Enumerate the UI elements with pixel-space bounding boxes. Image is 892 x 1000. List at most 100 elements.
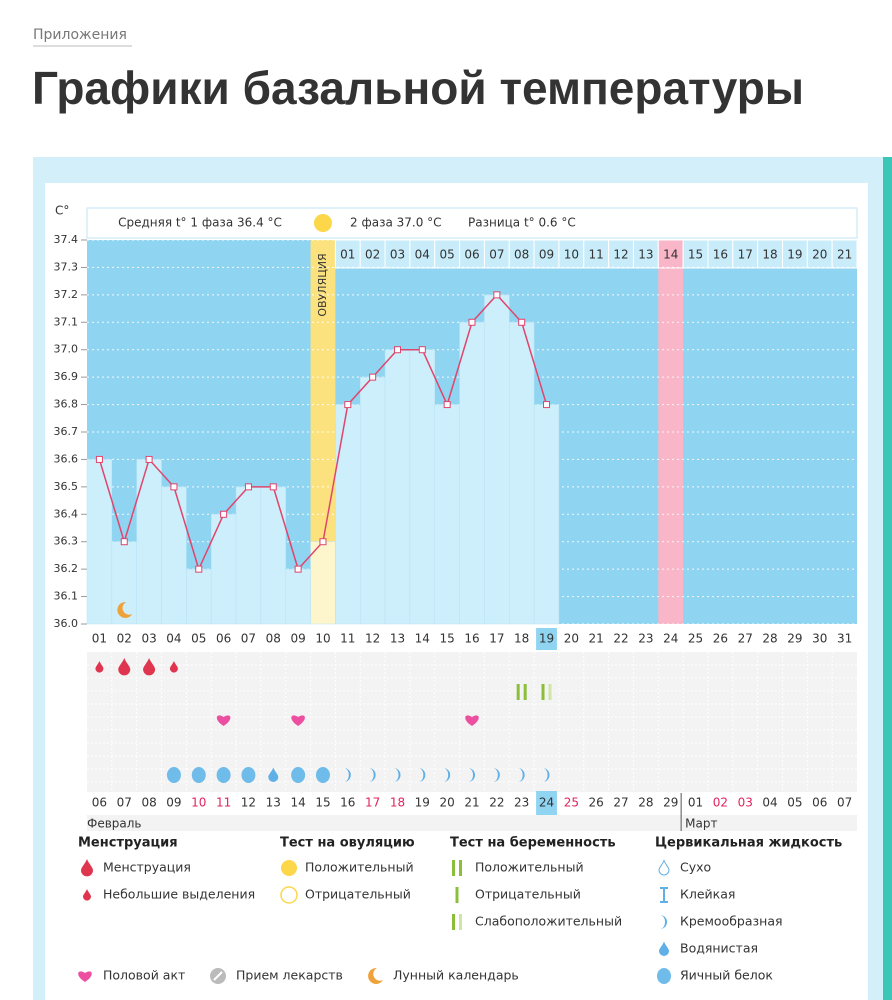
x-tick-label: 12	[365, 632, 380, 646]
x-tick-label: 18	[514, 632, 529, 646]
y-tick-label: 36.5	[54, 480, 79, 493]
pregnancy-weak-icon	[452, 914, 455, 930]
date-label: 02	[713, 796, 728, 810]
moon-icon	[368, 967, 383, 984]
phase2-cell	[657, 239, 684, 269]
bar	[533, 404, 560, 625]
date-label: 18	[390, 796, 405, 810]
x-tick-label: 28	[762, 632, 777, 646]
date-label: 20	[440, 796, 455, 810]
egg-white-icon	[291, 767, 306, 783]
date-label: 11	[216, 796, 231, 810]
ovulation-sun	[313, 214, 332, 232]
temperature-point	[443, 401, 451, 409]
date-label: 08	[141, 796, 156, 810]
phase2-cell	[409, 239, 436, 269]
y-tick-label: 36.6	[54, 452, 79, 465]
temperature-point	[95, 455, 103, 463]
date-label: 29	[663, 796, 678, 810]
phase2-cell	[757, 239, 783, 269]
date-label: 12	[241, 796, 256, 810]
temperature-point	[468, 318, 476, 326]
legend-item: Кремообразная	[680, 914, 783, 929]
x-tick-label: 31	[837, 632, 852, 646]
x-tick-label: 01	[92, 632, 107, 646]
bar	[235, 486, 262, 625]
egg-white-icon	[315, 767, 330, 783]
phase2-cell	[558, 239, 585, 269]
x-tick-label: 23	[638, 632, 653, 646]
date-label: 14	[290, 796, 305, 810]
ovulation-label: ОВУЛЯЦИЯ	[316, 253, 329, 316]
bar	[186, 568, 212, 625]
legend-item: Половой акт	[103, 968, 185, 983]
phase2-cell	[732, 239, 759, 269]
month-row	[87, 815, 857, 831]
phase2-day: 16	[713, 248, 728, 262]
y-tick-label: 37.0	[54, 343, 79, 356]
temperature-point	[319, 538, 327, 546]
legend-title: Менструация	[78, 836, 178, 851]
phase2-cell	[533, 239, 560, 269]
menstruation-icon	[118, 658, 131, 676]
legend-item: Яичный белок	[680, 968, 773, 983]
x-tick-label: 10	[315, 632, 330, 646]
legend-item: Сухо	[680, 860, 711, 875]
legend-item: Клейкая	[680, 887, 735, 902]
x-tick-label: 14	[415, 632, 430, 646]
creamy-icon	[343, 768, 351, 783]
egg-white-icon	[191, 767, 206, 783]
x-tick-label: 17	[489, 632, 504, 646]
legend-item: Отрицательный	[305, 887, 411, 902]
phase2-day: 15	[688, 248, 703, 262]
y-tick-label: 37.3	[54, 260, 79, 273]
x-tick-label: 20	[564, 632, 579, 646]
date-label: 28	[638, 796, 653, 810]
phase2-day: 05	[440, 248, 455, 262]
bar	[384, 349, 411, 625]
breadcrumb[interactable]: Приложения	[33, 27, 127, 43]
bar	[285, 568, 311, 625]
phase2-cell	[608, 239, 634, 269]
phase2-day: 11	[589, 248, 604, 262]
phase2-day: 14	[663, 248, 678, 262]
bar	[459, 322, 485, 625]
date-label: 07	[117, 796, 132, 810]
egg-white-icon	[166, 767, 181, 783]
date-label: 01	[688, 796, 703, 810]
phase2-day: 13	[638, 248, 653, 262]
page-title: Графики базальной температуры	[32, 62, 804, 114]
date-label: 07	[837, 796, 852, 810]
creamy-icon	[368, 768, 376, 783]
temperature-point	[543, 401, 551, 409]
month-label: Февраль	[87, 817, 142, 831]
phase1-summary: Средняя t° 1 фаза 36.4 °C	[118, 216, 282, 230]
summary-row	[86, 207, 858, 239]
temperature-point	[418, 346, 426, 354]
x-tick-label: 21	[589, 632, 604, 646]
date-label: 10	[191, 796, 206, 810]
temperature-point	[195, 565, 203, 573]
spotting-icon	[169, 661, 178, 673]
phase2-day: 08	[514, 248, 529, 262]
phase2-day: 04	[415, 248, 430, 262]
intercourse-icon	[291, 715, 305, 726]
y-tick-label: 36.3	[54, 535, 79, 548]
legend-title: Тест на овуляцию	[280, 836, 415, 851]
pregnancy-positive-icon	[523, 684, 527, 700]
dry-icon	[658, 859, 670, 876]
x-tick-label: 07	[241, 632, 256, 646]
current-day-box	[536, 628, 557, 650]
phase2-day: 20	[812, 248, 827, 262]
temperature-point	[493, 291, 501, 299]
temperature-point	[244, 483, 252, 491]
date-label: 22	[489, 796, 504, 810]
legend-item: Положительный	[305, 860, 414, 875]
x-tick-label: 16	[464, 632, 479, 646]
watery-icon	[659, 941, 669, 956]
legend-item: Слабоположительный	[475, 914, 622, 929]
y-tick-label: 36.4	[54, 507, 79, 520]
bar	[409, 349, 435, 625]
y-tick-label: 37.1	[54, 315, 79, 328]
x-tick-label: 22	[613, 632, 628, 646]
